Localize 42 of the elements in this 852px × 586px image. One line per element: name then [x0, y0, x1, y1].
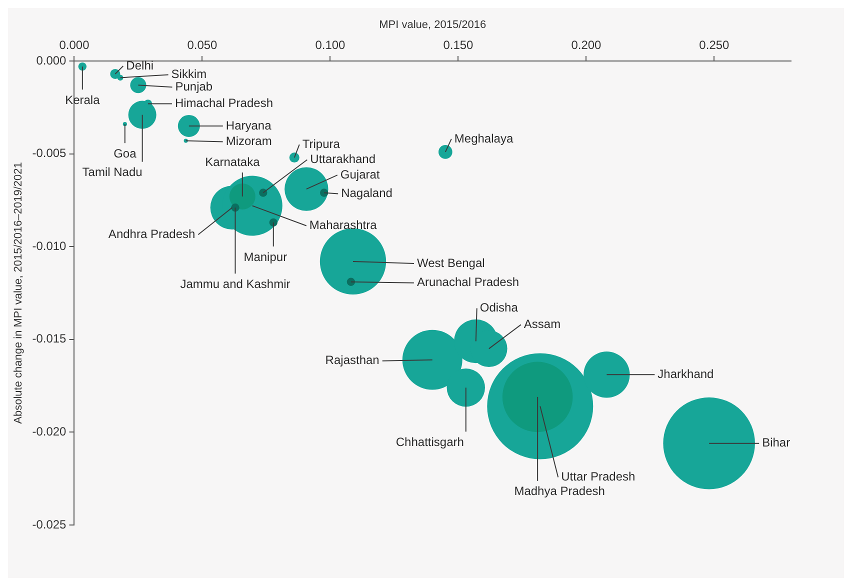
- y-tick-label: -0.010: [32, 238, 67, 253]
- annotation: Uttarakhand: [310, 152, 376, 166]
- x-tick-label: 0.100: [315, 38, 346, 52]
- annotation: Tamil Nadu: [82, 165, 142, 180]
- x-axis-title: MPI value, 2015/2016: [379, 19, 486, 32]
- annotation: Gujarat: [340, 167, 380, 182]
- annotation: Maharashtra: [309, 218, 378, 232]
- y-tick-label: -0.005: [32, 146, 67, 160]
- annotation: Jammu and Kashmir: [180, 276, 290, 291]
- x-tick-label: 0.150: [443, 38, 474, 52]
- x-tick-label: 0.000: [59, 38, 90, 52]
- annotation: West Bengal: [417, 256, 485, 270]
- x-tick-label: 0.200: [571, 38, 602, 52]
- annotation: Andhra Pradesh: [108, 226, 196, 241]
- annotation: Tripura: [302, 136, 340, 151]
- annotation: Punjab: [175, 79, 213, 94]
- annotation: Chhattisgarh: [396, 434, 464, 449]
- annotation: Sikkim: [171, 67, 207, 82]
- y-axis-title: Absolute change in MPI value, 2015/2016–2019/2021: [12, 162, 25, 424]
- annotation: Jharkhand: [658, 366, 714, 381]
- annotation: Himachal Pradesh: [174, 96, 273, 110]
- x-tick-label: 0.250: [699, 38, 730, 52]
- annotation: Karnataka: [205, 154, 260, 169]
- annotation: Assam: [524, 316, 561, 331]
- annotation: Manipur: [244, 250, 288, 264]
- y-tick-label: -0.025: [32, 517, 67, 532]
- y-tick-label: -0.020: [32, 424, 67, 439]
- annotation: Mizoram: [226, 134, 272, 148]
- y-tick-label: -0.015: [32, 332, 67, 346]
- annotation: Rajasthan: [325, 353, 380, 368]
- annotation: Meghalaya: [454, 131, 514, 146]
- annotation: Nagaland: [341, 186, 392, 200]
- annotation: Arunachal Pradesh: [416, 275, 520, 290]
- annotation: Delhi: [126, 58, 154, 72]
- annotation: Uttar Pradesh: [561, 470, 636, 484]
- annotation: Bihar: [762, 436, 790, 450]
- x-tick-label: 0.050: [187, 38, 218, 52]
- annotation: Goa: [114, 146, 137, 160]
- y-tick-label: 0.000: [36, 53, 67, 68]
- annotation: Madhya Pradesh: [514, 484, 605, 498]
- annotation: Odisha: [480, 300, 518, 315]
- annotation: Haryana: [226, 118, 272, 132]
